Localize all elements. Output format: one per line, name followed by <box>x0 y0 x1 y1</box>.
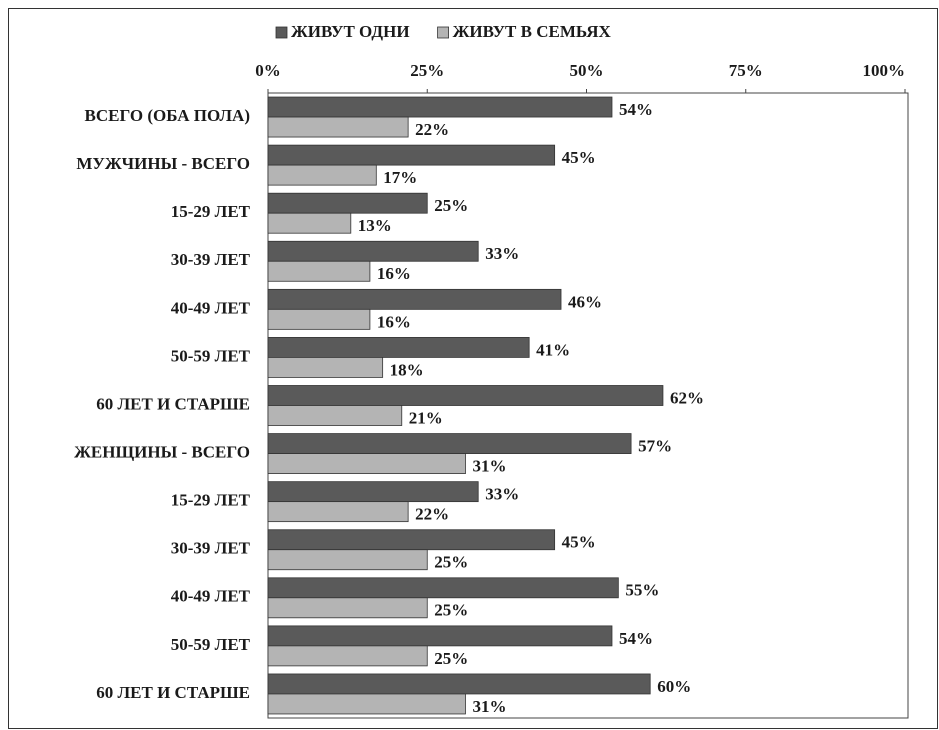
y-tick-label: 50-59 ЛЕТ <box>171 346 251 365</box>
bar <box>267 144 556 166</box>
y-tick-label: 30-39 ЛЕТ <box>171 250 251 269</box>
data-label: 21% <box>409 408 443 427</box>
data-label: 25% <box>434 553 468 572</box>
data-label: 45% <box>562 148 596 167</box>
y-tick-label: 15-29 ЛЕТ <box>171 202 251 221</box>
data-label: 62% <box>670 388 704 407</box>
data-label: 16% <box>377 312 411 331</box>
legend-label: ЖИВУТ В СЕМЬЯХ <box>453 22 612 41</box>
y-tick-label: 50-59 ЛЕТ <box>171 635 251 654</box>
bar <box>267 577 619 599</box>
y-tick-label: 60 ЛЕТ И СТАРШЕ <box>96 394 250 413</box>
bar <box>267 405 403 426</box>
bar <box>267 693 466 715</box>
bar <box>267 116 409 138</box>
y-tick-label: ВСЕГО (ОБА ПОЛА) <box>85 106 250 125</box>
legend-swatch <box>437 26 449 39</box>
bar <box>267 192 428 214</box>
x-tick-label: 50% <box>570 61 604 80</box>
bar <box>267 96 613 118</box>
y-tick-label: 15-29 ЛЕТ <box>171 491 251 510</box>
data-label: 25% <box>434 601 468 620</box>
bar <box>267 673 651 695</box>
data-label: 31% <box>472 456 506 475</box>
data-label: 16% <box>377 264 411 283</box>
data-label: 54% <box>619 629 653 648</box>
bar <box>267 308 371 330</box>
data-label: 33% <box>485 485 519 504</box>
data-label: 55% <box>625 581 659 600</box>
data-label: 46% <box>568 292 602 311</box>
x-tick-label: 25% <box>410 61 444 80</box>
bar <box>267 357 384 378</box>
data-label: 54% <box>619 100 653 119</box>
data-label: 25% <box>434 196 468 215</box>
y-tick-label: 40-49 ЛЕТ <box>171 298 251 317</box>
x-tick-label: 0% <box>255 61 281 80</box>
bar <box>267 164 377 186</box>
x-tick-label: 100% <box>863 61 906 80</box>
data-label: 41% <box>536 340 570 359</box>
data-label: 57% <box>638 436 672 455</box>
legend-swatch <box>275 26 288 39</box>
bar <box>267 645 428 667</box>
data-label: 33% <box>485 244 519 263</box>
y-tick-label: 40-49 ЛЕТ <box>171 587 251 606</box>
bar <box>267 453 466 474</box>
y-tick-label: 60 ЛЕТ И СТАРШЕ <box>96 683 250 702</box>
data-label: 17% <box>383 168 417 187</box>
y-tick-label: ЖЕНЩИНЫ - ВСЕГО <box>74 442 250 461</box>
data-label: 13% <box>358 216 392 235</box>
data-label: 22% <box>415 120 449 139</box>
bar <box>267 240 479 262</box>
data-label: 45% <box>562 533 596 552</box>
legend-label: ЖИВУТ ОДНИ <box>291 22 410 41</box>
bar <box>267 212 352 234</box>
bar <box>267 260 371 282</box>
bar <box>267 385 664 406</box>
data-label: 22% <box>415 505 449 524</box>
data-label: 18% <box>390 360 424 379</box>
x-tick-label: 75% <box>729 61 763 80</box>
bar <box>267 288 562 310</box>
bar <box>267 549 428 571</box>
bar <box>267 337 530 358</box>
bar <box>267 625 613 647</box>
bar <box>267 433 632 454</box>
data-label: 31% <box>472 697 506 716</box>
bar <box>267 501 409 523</box>
bar <box>267 597 428 619</box>
y-tick-label: МУЖЧИНЫ - ВСЕГО <box>76 154 250 173</box>
data-label: 60% <box>657 677 691 696</box>
data-label: 25% <box>434 649 468 668</box>
bar <box>267 529 556 551</box>
bar <box>267 481 479 503</box>
y-tick-label: 30-39 ЛЕТ <box>171 539 251 558</box>
